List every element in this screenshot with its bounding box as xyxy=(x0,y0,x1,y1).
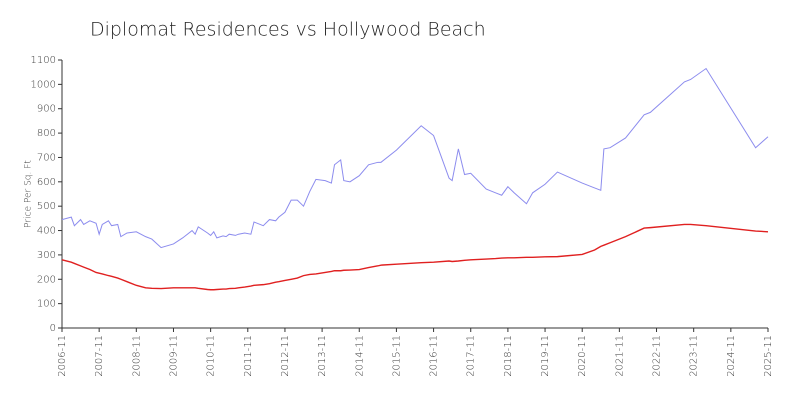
x-tick-label: 2024-11 xyxy=(726,335,737,377)
y-tick-label: 600 xyxy=(37,177,56,188)
y-tick-label: 800 xyxy=(37,128,56,139)
x-tick-label: 2019-11 xyxy=(540,335,551,377)
x-tick-label: 2016-11 xyxy=(429,335,440,377)
x-tick-label: 2015-11 xyxy=(391,335,402,377)
series-line xyxy=(61,223,769,291)
series-line xyxy=(61,67,769,249)
y-tick-label: 400 xyxy=(37,226,56,237)
x-tick-label: 2008-11 xyxy=(131,335,142,377)
y-tick-label: 1100 xyxy=(31,55,56,66)
y-axis-label: Price Per Sq. Ft xyxy=(24,160,34,228)
y-tick-label: 300 xyxy=(37,250,56,261)
x-tick-label: 2006-11 xyxy=(57,335,68,377)
x-tick-label: 2025-11 xyxy=(763,335,774,377)
x-tick-label: 2012-11 xyxy=(280,335,291,377)
x-tick-label: 2021-11 xyxy=(614,335,625,377)
x-tick-label: 2020-11 xyxy=(577,335,588,377)
x-tick-label: 2009-11 xyxy=(168,335,179,377)
y-tick-label: 100 xyxy=(37,299,56,310)
x-tick-label: 2011-11 xyxy=(243,335,254,377)
x-tick-label: 2013-11 xyxy=(317,335,328,377)
x-tick-label: 2023-11 xyxy=(689,335,700,377)
y-tick-label: 200 xyxy=(37,274,56,285)
x-tick-label: 2007-11 xyxy=(94,335,105,377)
x-tick-label: 2017-11 xyxy=(466,335,477,377)
x-tick-label: 2018-11 xyxy=(503,335,514,377)
y-tick-label: 500 xyxy=(37,201,56,212)
y-tick-label: 0 xyxy=(50,323,56,334)
y-tick-label: 1000 xyxy=(31,79,56,90)
y-tick-label: 700 xyxy=(37,152,56,163)
x-tick-label: 2014-11 xyxy=(354,335,365,377)
chart-title: Diplomat Residences vs Hollywood Beach xyxy=(90,19,486,41)
y-tick-label: 900 xyxy=(37,104,56,115)
x-tick-label: 2010-11 xyxy=(206,335,217,377)
x-tick-label: 2022-11 xyxy=(652,335,663,377)
